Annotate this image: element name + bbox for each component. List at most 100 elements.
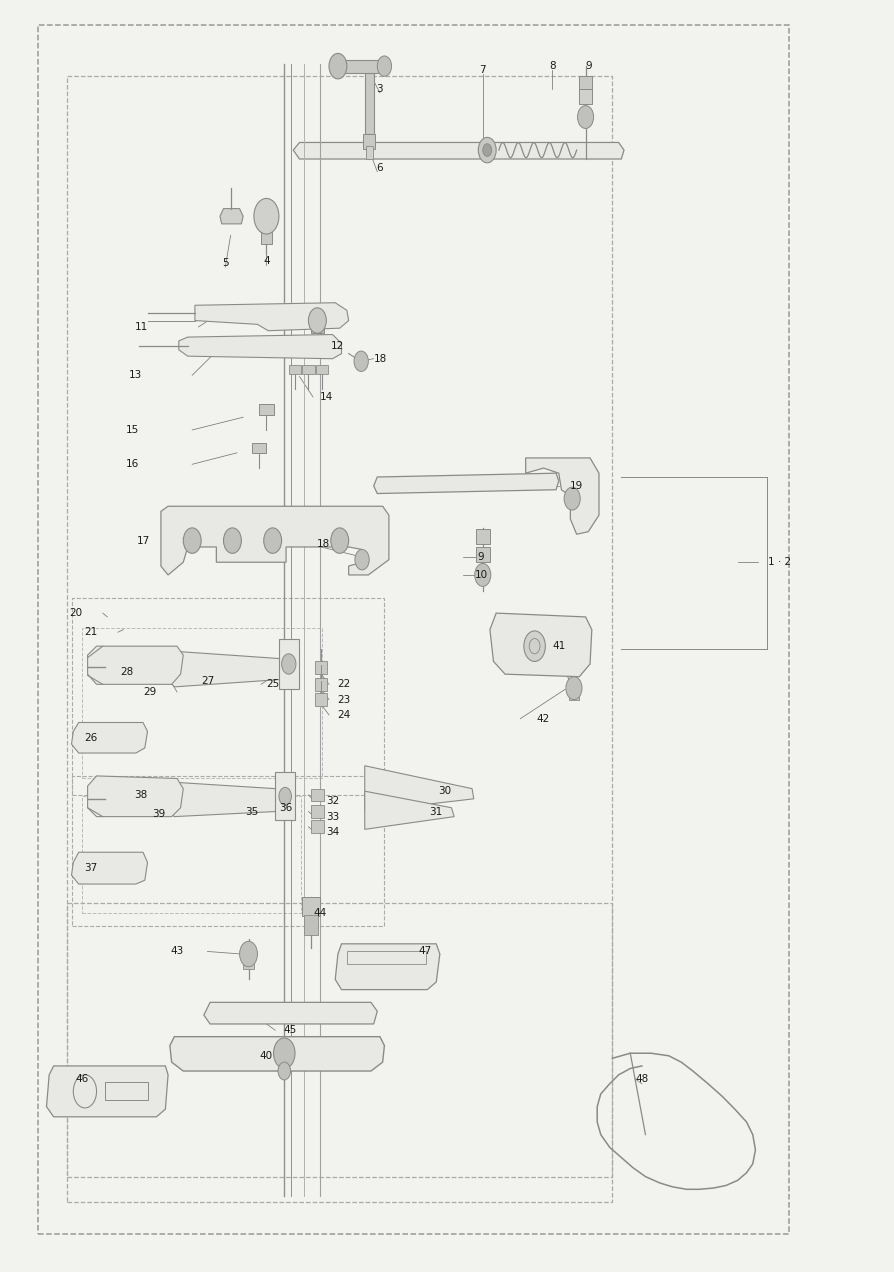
Text: 37: 37 [85,862,97,873]
Text: 20: 20 [70,608,82,618]
Text: 3: 3 [376,84,384,94]
Polygon shape [476,529,490,544]
Text: 8: 8 [549,61,556,71]
Text: 14: 14 [320,392,333,402]
Polygon shape [579,89,592,104]
Polygon shape [165,651,288,687]
Text: 36: 36 [280,803,292,813]
Text: 40: 40 [260,1051,273,1061]
Polygon shape [365,766,474,812]
Polygon shape [526,458,599,534]
Polygon shape [490,613,592,677]
Polygon shape [302,897,320,916]
Circle shape [279,787,291,805]
Text: 4: 4 [263,256,270,266]
Polygon shape [311,789,324,801]
Polygon shape [374,473,559,494]
Text: 48: 48 [636,1074,648,1084]
Circle shape [254,198,279,234]
Text: 16: 16 [126,459,139,469]
Circle shape [240,941,257,967]
Circle shape [355,550,369,570]
Circle shape [224,528,241,553]
Polygon shape [170,1037,384,1071]
Polygon shape [72,852,148,884]
Text: 9: 9 [477,552,485,562]
Text: 46: 46 [76,1074,89,1084]
Text: 10: 10 [475,570,487,580]
Polygon shape [220,209,243,224]
Text: 18: 18 [317,539,330,550]
Polygon shape [243,954,254,969]
Circle shape [478,137,496,163]
Text: 28: 28 [121,667,133,677]
Text: 47: 47 [418,946,431,957]
Text: 38: 38 [135,790,148,800]
Polygon shape [335,944,440,990]
Text: 1 · 2: 1 · 2 [768,557,791,567]
Text: 45: 45 [284,1025,297,1035]
Circle shape [331,528,349,553]
Polygon shape [275,772,295,820]
Circle shape [475,563,491,586]
Text: 15: 15 [126,425,139,435]
Polygon shape [161,506,389,575]
Polygon shape [579,76,592,89]
Polygon shape [279,639,299,689]
Polygon shape [365,67,374,134]
Text: 29: 29 [144,687,156,697]
Polygon shape [338,60,384,73]
Polygon shape [311,820,324,833]
Text: 32: 32 [326,796,339,806]
Text: 39: 39 [153,809,165,819]
Polygon shape [72,722,148,753]
Text: 12: 12 [332,341,344,351]
Polygon shape [304,915,318,935]
Text: 7: 7 [479,65,486,75]
Text: 34: 34 [326,827,339,837]
Polygon shape [315,693,327,706]
Text: 43: 43 [171,946,183,957]
Polygon shape [179,335,342,359]
Circle shape [264,528,282,553]
Text: 22: 22 [338,679,350,689]
Text: 24: 24 [338,710,350,720]
Polygon shape [476,547,490,562]
Polygon shape [569,687,579,700]
Text: 11: 11 [135,322,148,332]
Text: 26: 26 [85,733,97,743]
Text: 27: 27 [201,675,214,686]
Circle shape [564,487,580,510]
Text: 25: 25 [266,679,279,689]
Circle shape [524,631,545,661]
Polygon shape [252,443,266,453]
Polygon shape [311,805,324,818]
Polygon shape [316,365,328,374]
Text: 18: 18 [374,354,386,364]
Polygon shape [259,404,274,415]
Text: 13: 13 [130,370,142,380]
Circle shape [354,351,368,371]
Polygon shape [165,782,279,817]
Text: 44: 44 [314,908,326,918]
Text: 33: 33 [326,812,339,822]
Text: 21: 21 [85,627,97,637]
Text: 9: 9 [585,61,592,71]
Circle shape [483,144,492,156]
Text: 17: 17 [137,536,149,546]
Circle shape [274,1038,295,1068]
Circle shape [377,56,392,76]
Text: 19: 19 [570,481,583,491]
Circle shape [278,1062,291,1080]
Text: 35: 35 [246,806,258,817]
Polygon shape [363,134,375,149]
Polygon shape [204,1002,377,1024]
Polygon shape [366,146,373,159]
Text: 42: 42 [537,714,550,724]
Text: 31: 31 [430,806,443,817]
Text: 6: 6 [376,163,384,173]
Polygon shape [293,142,624,159]
Polygon shape [88,776,183,817]
Polygon shape [302,365,315,374]
Polygon shape [88,646,183,684]
